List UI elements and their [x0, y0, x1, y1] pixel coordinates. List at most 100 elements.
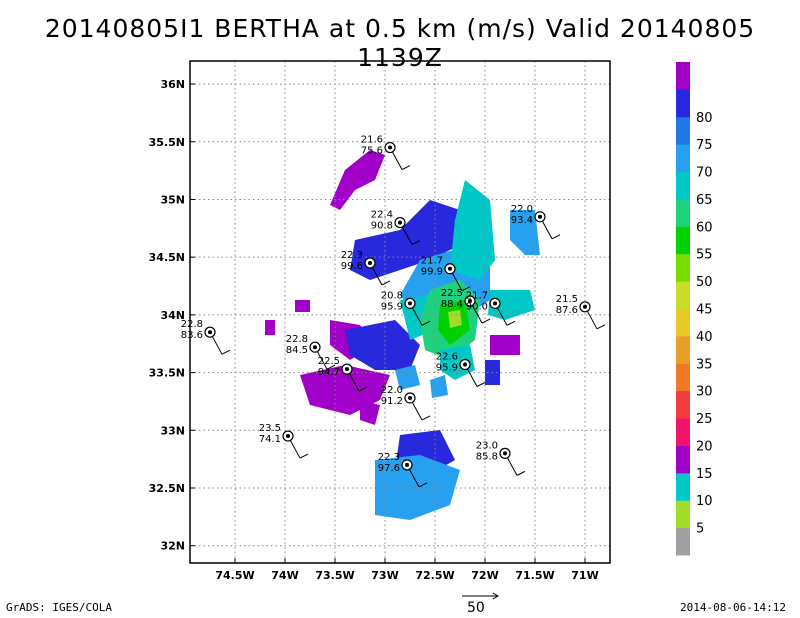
colorbar-segment [676, 226, 690, 255]
station-center [398, 220, 402, 225]
station-observation: 22.884.5 [286, 334, 336, 370]
wind-field-patch [375, 455, 460, 520]
station-value-top: 22.6 [436, 352, 458, 363]
station-center [503, 451, 507, 456]
lon-tick-label: 71.5W [515, 569, 554, 582]
colorbar: 5 10 15 20 25 30 35 40 45 50 55 60 65 70 75 80 [676, 62, 713, 556]
station-value-bottom: 90.0 [466, 301, 488, 312]
colorbar-label: 20 [696, 439, 713, 454]
wind-barb-flag [401, 165, 411, 170]
wind-barb-flag [381, 280, 391, 286]
station-value-top: 21.5 [556, 294, 578, 305]
colorbar-label: 75 [696, 138, 713, 153]
station-value-bottom: 85.8 [476, 451, 498, 462]
station-value-top: 22.8 [286, 334, 308, 345]
station-center [408, 395, 412, 400]
lon-tick-label: 72W [471, 569, 498, 582]
colorbar-segment [676, 89, 690, 118]
station-value-bottom: 74.1 [259, 434, 281, 445]
wind-barb-flag [506, 320, 516, 326]
station-value-bottom: 97.6 [378, 463, 400, 474]
station-value-bottom: 94.7 [318, 367, 340, 378]
station-value-top: 22.3 [378, 452, 400, 463]
lat-tick-label: 35N [160, 193, 185, 206]
wind-barb-flag [411, 240, 421, 246]
station-observation: 22.091.2 [381, 385, 431, 421]
station-observation: 21.799.9 [421, 256, 471, 292]
station-value-top: 23.5 [259, 423, 281, 434]
wind-barb-flag [358, 386, 368, 392]
reference-vector-label: 50 [467, 600, 485, 616]
colorbar-label: 35 [696, 357, 713, 372]
wind-field-patch [430, 375, 448, 398]
station-center [208, 330, 212, 335]
station-observation: 21.790.0 [466, 290, 516, 326]
colorbar-label: 60 [696, 220, 713, 235]
colorbar-segment [676, 363, 690, 392]
colorbar-segment [676, 253, 690, 282]
station-observations: 21.675.622.490.822.093.422.399.6 21.799.9… [181, 135, 606, 488]
colorbar-segment [676, 281, 690, 309]
wind-field-patch [265, 320, 275, 335]
station-observation: 22.588.4 [441, 288, 491, 324]
lon-tick-label: 74W [271, 569, 298, 582]
station-center [286, 434, 290, 439]
wind-field-patch [510, 210, 540, 255]
station-value-top: 22.0 [381, 385, 403, 396]
wind-field-patch [295, 300, 310, 312]
station-value-bottom: 95.9 [381, 301, 403, 312]
colorbar-segment [676, 116, 690, 145]
colorbar-segment [676, 308, 690, 337]
colorbar-segment [676, 62, 690, 90]
colorbar-label: 30 [696, 385, 713, 400]
colorbar-label: 45 [696, 303, 713, 318]
station-value-top: 22.4 [371, 210, 393, 221]
lat-tick-label: 35.5N [149, 136, 185, 149]
station-value-top: 20.8 [381, 290, 403, 301]
wind-barb-flag [476, 382, 486, 387]
lat-tick-label: 36N [160, 78, 185, 91]
station-observation: 21.587.6 [556, 294, 606, 330]
station-center [493, 301, 497, 306]
colorbar-label: 40 [696, 330, 713, 345]
colorbar-label: 55 [696, 248, 713, 263]
colorbar-label: 25 [696, 412, 713, 427]
station-value-bottom: 90.8 [371, 221, 393, 232]
station-center [388, 145, 392, 150]
station-value-top: 22.5 [441, 288, 463, 299]
lat-tick-label: 34N [160, 309, 185, 322]
station-center [313, 345, 317, 350]
colorbar-segment [676, 144, 690, 173]
station-center [538, 214, 542, 219]
colorbar-label: 70 [696, 166, 713, 181]
station-center [448, 266, 452, 271]
wind-barb-flag [299, 453, 309, 459]
colorbar-label: 65 [696, 193, 713, 208]
wind-barb-flag [326, 364, 336, 370]
colorbar-segment [676, 418, 690, 446]
colorbar-label: 80 [696, 111, 713, 126]
station-value-bottom: 88.4 [441, 299, 463, 310]
wind-field-patch [490, 335, 520, 355]
station-observation: 20.895.9 [381, 290, 431, 326]
lon-tick-label: 72.5W [415, 569, 454, 582]
map-frame [189, 60, 611, 564]
lon-tick-label: 73.5W [315, 569, 354, 582]
station-value-top: 22.5 [318, 356, 340, 367]
map-title: 20140805I1 BERTHA at 0.5 km (m/s) Valid … [44, 14, 756, 72]
station-value-top: 22.3 [341, 250, 363, 261]
colorbar-segment [676, 527, 690, 556]
wind-field-patch [345, 320, 420, 370]
lat-tick-label: 33.5N [149, 367, 185, 380]
station-center [463, 362, 467, 367]
station-value-bottom: 87.6 [556, 305, 578, 316]
station-value-bottom: 83.6 [181, 330, 203, 341]
colorbar-segment [676, 500, 690, 529]
station-observation: 22.695.9 [436, 352, 486, 387]
lon-tick-label: 73W [371, 569, 398, 582]
station-value-top: 23.0 [476, 440, 498, 451]
reference-vector-arrow [462, 592, 499, 600]
colorbar-segment [676, 472, 690, 501]
station-value-top: 21.7 [421, 256, 443, 267]
